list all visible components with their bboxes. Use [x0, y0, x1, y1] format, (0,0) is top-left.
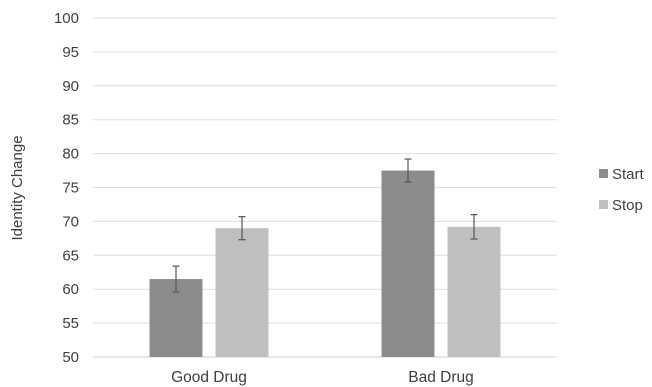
error-bars — [172, 158, 478, 293]
y-tick-label: 80 — [62, 146, 79, 163]
y-tick-label: 65 — [62, 247, 79, 264]
legend-swatch-start — [599, 169, 608, 178]
y-tick-label: 95 — [62, 44, 79, 61]
y-tick-label: 70 — [62, 213, 79, 230]
bar-start-1 — [381, 170, 435, 357]
legend-label-stop: Stop — [612, 197, 643, 214]
x-category-label: Bad Drug — [408, 369, 473, 386]
x-category-label: Good Drug — [171, 369, 247, 386]
bars — [149, 170, 501, 357]
bar-stop-0 — [215, 228, 269, 357]
legend-swatch-stop — [599, 200, 608, 209]
y-axis-ticks: 50 55 60 65 70 75 80 85 90 95 100 — [54, 10, 79, 366]
y-tick-label: 90 — [62, 78, 79, 95]
y-axis-title: Identity Change — [9, 135, 26, 240]
y-tick-label: 55 — [62, 315, 79, 332]
legend-label-start: Start — [612, 166, 645, 183]
y-tick-label: 60 — [62, 281, 79, 298]
bar-stop-1 — [447, 226, 501, 357]
y-tick-label: 75 — [62, 180, 79, 197]
y-tick-label: 100 — [54, 10, 79, 27]
legend: Start Stop — [599, 166, 645, 214]
x-axis-categories: Good Drug Bad Drug — [171, 369, 474, 386]
y-tick-label: 50 — [62, 349, 79, 366]
y-tick-label: 85 — [62, 112, 79, 129]
